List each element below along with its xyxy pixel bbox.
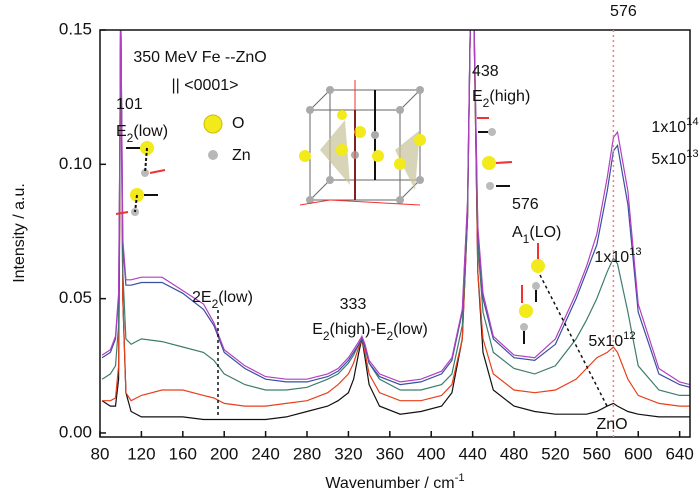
- series-label: 1x1013: [594, 246, 641, 266]
- subscript: 2: [386, 329, 393, 343]
- subscript: 2: [212, 297, 219, 311]
- text-part: O: [232, 115, 244, 132]
- annotation: E2(high)-E2(low): [312, 321, 428, 343]
- x-tick-label: 160: [169, 444, 197, 463]
- supscript: 13: [629, 246, 641, 258]
- text-part: || <0001>: [171, 77, 238, 94]
- x-axis-title: Wavenumber / cm-1: [325, 472, 464, 492]
- plot-frame: [99, 29, 691, 438]
- text-part: Zn: [232, 147, 251, 164]
- annotation: Zn: [232, 147, 251, 164]
- annotation: || <0001>: [171, 77, 238, 94]
- text-part: Wavenumber / cm: [325, 475, 454, 492]
- text-part: 5x10: [588, 333, 623, 350]
- spectrum-line: [101, 30, 690, 388]
- text-part: (low): [133, 123, 168, 140]
- y-tick-label: 0.00: [59, 422, 92, 441]
- text-part: (high): [489, 88, 530, 105]
- text-part: 101: [116, 96, 143, 113]
- x-tick-label: 280: [293, 444, 321, 463]
- annotation: 350 MeV Fe --ZnO: [133, 49, 266, 66]
- y-tick-label: 0.10: [59, 154, 92, 173]
- x-tick-label: 560: [583, 444, 611, 463]
- x-tick-label: 640: [665, 444, 693, 463]
- text-part: 2E: [192, 289, 212, 306]
- series-label: 5x1013: [651, 148, 698, 168]
- text-part: (high)-E: [330, 321, 387, 338]
- x-tick-label: 400: [417, 444, 445, 463]
- y-tick-label: 0.05: [59, 288, 92, 307]
- x-tick-label: 480: [500, 444, 528, 463]
- annotation: 101: [116, 96, 143, 113]
- text-part: 1x10: [651, 119, 686, 136]
- annotation: 576: [512, 196, 539, 213]
- x-tick-label: 240: [251, 444, 279, 463]
- text-part: E: [312, 321, 323, 338]
- annotation: O: [232, 115, 244, 132]
- text-part: Intensity / a.u.: [11, 183, 28, 283]
- symbols: [115, 80, 609, 415]
- supscript: 12: [623, 330, 635, 342]
- text-part: ZnO: [596, 416, 627, 433]
- supscript: 14: [686, 116, 698, 128]
- subscript: 2: [127, 131, 134, 145]
- text-part: E: [472, 88, 483, 105]
- spectra: [101, 30, 690, 421]
- series-label: 1x1014: [651, 116, 698, 136]
- text-part: 1x10: [594, 249, 629, 266]
- spectrum-line: [101, 30, 690, 386]
- annotation: 333: [340, 296, 367, 313]
- y-tick-label: 0.15: [59, 19, 92, 38]
- x-tick-label: 440: [458, 444, 486, 463]
- text-part: 5x10: [651, 151, 686, 168]
- annotation: 438: [472, 63, 499, 80]
- annotation: E2(low): [116, 123, 168, 145]
- x-tick-label: 600: [624, 444, 652, 463]
- text-part: (low): [218, 289, 253, 306]
- annotation: 2E2(low): [192, 289, 253, 311]
- x-tick-label: 360: [376, 444, 404, 463]
- series-label: ZnO: [596, 416, 627, 433]
- text-part: 438: [472, 63, 499, 80]
- subscript: 2: [483, 96, 490, 110]
- plot-area: [100, 30, 690, 437]
- text-part: 576: [512, 196, 539, 213]
- x-tick-label: 520: [541, 444, 569, 463]
- series-label: 5x1012: [588, 330, 635, 350]
- spectrum-line: [102, 30, 690, 407]
- x-tick-label: 80: [91, 444, 110, 463]
- text-part: E: [116, 123, 127, 140]
- text-part: A: [512, 224, 523, 241]
- subscript: 2: [323, 329, 330, 343]
- subscript: 1: [523, 232, 530, 246]
- text-part: 350 MeV Fe --ZnO: [133, 49, 266, 66]
- supscript: -1: [455, 472, 465, 484]
- y-axis-title: Intensity / a.u.: [11, 183, 28, 283]
- x-tick-label: 120: [127, 444, 155, 463]
- annotation: E2(high): [472, 88, 530, 110]
- reference-label: 576: [610, 3, 637, 20]
- text-part: 333: [340, 296, 367, 313]
- text-part: (low): [393, 321, 428, 338]
- text-part: (LO): [529, 224, 561, 241]
- spectrum-line: [101, 30, 690, 421]
- x-tick-label: 200: [210, 444, 238, 463]
- x-tick-label: 320: [334, 444, 362, 463]
- supscript: 13: [686, 148, 698, 160]
- annotation: A1(LO): [512, 224, 561, 246]
